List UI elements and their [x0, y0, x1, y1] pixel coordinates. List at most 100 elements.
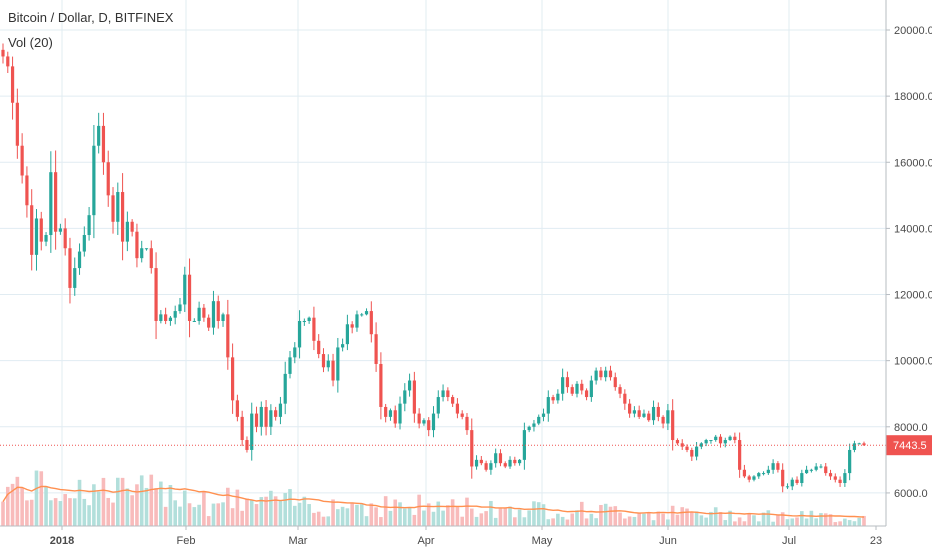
candle-body: [728, 436, 732, 441]
volume-bar: [15, 476, 20, 526]
x-tick-label: 23: [870, 535, 882, 547]
volume-bar: [226, 487, 230, 526]
volume-bar: [723, 520, 728, 526]
candle-body: [183, 274, 187, 305]
candle-body: [489, 463, 493, 470]
candle-body: [73, 268, 77, 288]
y-tick-label: 16000.0: [894, 157, 932, 169]
candle-body: [661, 416, 665, 424]
volume-bar: [579, 501, 584, 526]
volume-bars: [1, 470, 866, 526]
volume-bar: [637, 512, 641, 526]
candle-body: [398, 403, 402, 424]
volume-bar: [766, 510, 771, 526]
volume-bar: [417, 494, 421, 526]
volume-bar: [10, 483, 15, 526]
x-tick-label: May: [532, 535, 553, 547]
volume-bar: [5, 486, 10, 526]
candle-body: [551, 397, 555, 401]
volume-bar: [508, 506, 512, 526]
volume-bar: [795, 517, 799, 526]
volume-bar: [790, 518, 795, 526]
y-tick-label: 18000.0: [894, 91, 932, 103]
volume-bar: [68, 498, 72, 526]
candle-body: [776, 463, 780, 470]
volume-bar: [575, 510, 579, 526]
candle-body: [460, 413, 464, 417]
candle-body: [714, 436, 718, 441]
volume-bar: [809, 510, 814, 526]
volume-bar: [369, 503, 374, 526]
volume-bar: [484, 511, 488, 526]
candle-body: [63, 228, 67, 249]
candle-body: [699, 443, 703, 447]
candle-body: [556, 393, 560, 401]
candle-body: [723, 440, 727, 444]
candle-body: [154, 268, 158, 321]
candle-body: [814, 466, 818, 470]
candle-body: [623, 393, 627, 404]
candle-body: [192, 320, 196, 322]
candle-body: [221, 314, 225, 321]
candle-body: [6, 56, 10, 67]
candle-body: [39, 218, 43, 242]
volume-bar: [704, 517, 708, 526]
volume-bar: [1, 501, 5, 526]
candle-body: [795, 479, 799, 484]
volume-bar: [216, 503, 221, 526]
candle-body: [575, 383, 579, 394]
candle-body: [149, 248, 153, 269]
volume-bar: [292, 505, 297, 526]
volume-bar: [823, 513, 828, 526]
volume-bar: [34, 470, 39, 526]
candle-body: [259, 406, 263, 427]
candle-body: [159, 314, 163, 321]
volume-bar: [565, 519, 570, 526]
candle-body: [427, 420, 431, 431]
volume-bar: [154, 488, 158, 526]
volume-bar: [666, 519, 670, 526]
volume-bar: [159, 481, 163, 526]
volume-bar: [149, 474, 154, 526]
volume-bar: [187, 503, 192, 526]
candle-body: [302, 320, 306, 322]
candle-body: [350, 324, 354, 328]
candle-body: [331, 360, 335, 381]
candle-body: [207, 317, 211, 328]
volume-bar: [379, 517, 383, 526]
candle-body: [666, 410, 670, 424]
candle-body: [570, 387, 574, 394]
candle-body: [546, 397, 550, 414]
volume-bar: [116, 477, 120, 526]
volume-bar: [713, 507, 718, 526]
x-tick-label: Apr: [417, 535, 434, 547]
volume-bar: [106, 497, 111, 526]
volume-bar: [245, 498, 249, 526]
candle-body: [15, 102, 19, 146]
candle-body: [800, 473, 804, 484]
candle-body: [393, 410, 397, 424]
candle-body: [857, 443, 861, 445]
volume-bar: [699, 515, 704, 526]
candle-body: [20, 145, 24, 176]
volume-bar: [178, 506, 182, 526]
volume-bar: [77, 479, 82, 526]
volume-bar: [752, 515, 756, 526]
volume-bar: [230, 508, 235, 526]
candle-body: [757, 473, 761, 477]
x-tick-label: Mar: [289, 535, 308, 547]
volume-bar: [709, 511, 713, 526]
candle-body: [293, 347, 297, 358]
volume-bar: [489, 500, 493, 526]
volume-bar: [785, 519, 790, 526]
last-price-line: 7443.5: [0, 435, 932, 456]
candle-body: [651, 406, 656, 421]
volume-bar: [393, 499, 398, 526]
volume-bar: [345, 508, 350, 526]
volume-bar: [742, 521, 747, 526]
candle-body: [1, 49, 5, 57]
candle-body: [790, 479, 794, 487]
volume-bar: [206, 516, 211, 526]
